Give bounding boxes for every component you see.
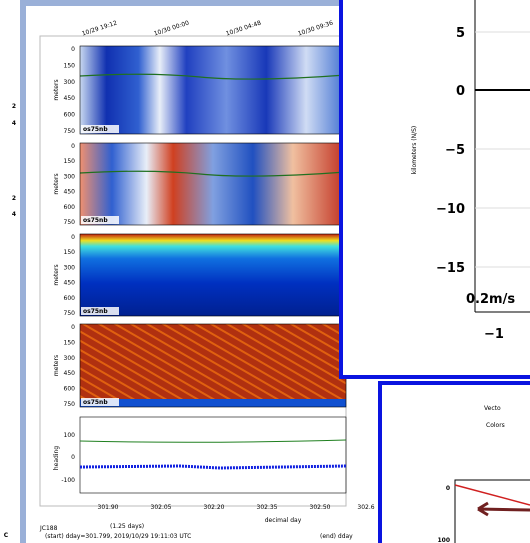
y-tick-label: 100 — [437, 537, 450, 543]
trace-line — [79, 170, 347, 177]
start-time: (start) dday=301.799, 2019/10/29 19:11:0… — [45, 533, 191, 540]
end-time: (end) dday — [320, 533, 353, 540]
y-tick-label: −10 — [436, 202, 465, 217]
y-tick-label: 750 — [64, 401, 76, 408]
y-tick-label: 300 — [64, 264, 76, 271]
heatmap-bottom — [80, 399, 346, 407]
y-tick-label: 5 — [456, 26, 465, 41]
y-tick-label: 0 — [71, 454, 75, 461]
heading-line — [79, 439, 347, 443]
heatmap — [80, 324, 346, 407]
y-tick-label: 300 — [64, 355, 76, 362]
axis-label: meters — [53, 264, 60, 285]
y-tick-label: 450 — [64, 189, 76, 196]
x-tick-label: 301.90 — [98, 504, 119, 511]
y-tick-label: 750 — [64, 310, 76, 317]
plot-frame — [454, 479, 530, 543]
heading-line — [79, 464, 347, 470]
trace-line — [79, 73, 347, 80]
y-tick-label: 0 — [446, 485, 450, 492]
left-label: 2 — [12, 195, 16, 202]
instrument-label: os75nb — [83, 217, 108, 224]
y-tick-label: 0 — [71, 324, 75, 331]
y-tick-label: −15 — [436, 261, 465, 276]
instrument-label: os75nb — [83, 308, 108, 315]
y-tick-label: 150 — [64, 158, 76, 165]
left-label: C — [4, 532, 9, 539]
window-border — [20, 0, 26, 543]
y-tick-label: 0 — [71, 234, 75, 241]
y-tick-label: 100 — [64, 432, 76, 439]
x-tick-label: 302.05 — [151, 504, 172, 511]
y-tick-label: 450 — [64, 280, 76, 287]
y-tick-label: 450 — [64, 370, 76, 377]
axis-label: meters — [53, 79, 60, 100]
window-border — [26, 0, 346, 6]
instrument-label: os75nb — [83, 399, 108, 406]
x-tick-label: 302.50 — [310, 504, 331, 511]
vector-arrow — [477, 501, 530, 517]
x-tick-label: 302.35 — [257, 504, 278, 511]
instrument-box — [81, 307, 119, 315]
y-tick-label: -100 — [61, 477, 75, 484]
window-title: Vecto — [484, 405, 501, 412]
instrument-box — [81, 398, 119, 406]
y-axis-label: kilometers (N/S) — [411, 126, 418, 175]
axis-label: meters — [53, 173, 60, 194]
instrument-box — [81, 216, 119, 224]
instrument-box — [81, 125, 119, 133]
y-tick-label: 600 — [64, 386, 76, 393]
instrument-label: os75nb — [83, 126, 108, 133]
y-tick-label: 750 — [64, 128, 76, 135]
track-window — [339, 0, 530, 379]
y-tick-label: −5 — [445, 143, 465, 158]
x-tick-label: −1 — [484, 327, 504, 342]
heatmap — [80, 46, 346, 134]
y-tick-label: 150 — [64, 339, 76, 346]
scale-label: 0.2m/s — [466, 292, 515, 307]
left-label: 4 — [12, 211, 16, 218]
axis-frame — [79, 416, 347, 494]
vector-line — [454, 484, 530, 506]
left-label: 4 — [12, 120, 16, 127]
y-tick-label: 150 — [64, 249, 76, 256]
x-axis-label: decimal day — [265, 517, 302, 524]
x-tick-label: 302.6 — [357, 504, 374, 511]
y-tick-label: 600 — [64, 295, 76, 302]
x-tick-label: 302.20 — [204, 504, 225, 511]
y-tick-label: 300 — [64, 173, 76, 180]
y-tick-label: 150 — [64, 62, 76, 69]
y-tick-label: 0 — [71, 46, 75, 53]
y-tick-label: 0 — [71, 143, 75, 150]
heatmap — [80, 234, 346, 316]
y-tick-label: 600 — [64, 204, 76, 211]
axis-label: meters — [53, 355, 60, 376]
cruise-id: JC188 — [39, 525, 58, 532]
y-tick-label: 600 — [64, 112, 76, 119]
left-label: 2 — [12, 103, 16, 110]
heatmap — [80, 143, 346, 225]
y-tick-label: 450 — [64, 95, 76, 102]
window-title: Colors — [486, 422, 505, 429]
y-tick-label: 300 — [64, 79, 76, 86]
y-tick-label: 0 — [456, 84, 465, 99]
y-tick-label: 750 — [64, 219, 76, 226]
duration: (1.25 days) — [110, 523, 144, 530]
axis-label: heading — [53, 446, 60, 470]
